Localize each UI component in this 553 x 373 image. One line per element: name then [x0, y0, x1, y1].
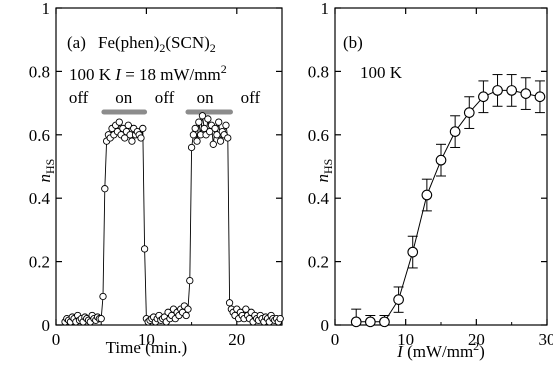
b-data-point [407, 246, 419, 258]
a-y-tick-label: 0.4 [29, 189, 51, 208]
b-x-tick-label: 10 [397, 330, 414, 349]
b-y-tick-label: 0 [321, 316, 330, 335]
a-y-axis-title: nHS [35, 159, 57, 183]
a-data-point [193, 137, 201, 145]
a-y-tick-label: 0.8 [29, 62, 50, 81]
a-panel-label: (a) [67, 33, 86, 52]
a-data-point [128, 137, 136, 145]
a-state-on-label: on [197, 88, 215, 107]
b-data-point [520, 88, 532, 99]
a-x-tick-label: 0 [52, 330, 61, 349]
panel-b: 0 10 20 30 0 0.2 0.4 0.6 0.8 1 nHS I (mW/mm2) (b) 100… [308, 0, 553, 361]
a-data-point [186, 276, 194, 285]
b-data-point [478, 91, 489, 103]
a-data-point [137, 134, 145, 142]
a-data-point [216, 137, 225, 145]
a-data-point [182, 311, 190, 320]
a-series-line [64, 115, 281, 324]
a-y-tick-label: 0.2 [29, 253, 50, 272]
b-data-point [506, 85, 518, 96]
a-conditions-label: 100 K I = 18 mW/mm2 [69, 62, 227, 84]
b-x-axis-title: I (mW/mm2) [396, 339, 485, 361]
b-series-line [356, 89, 541, 323]
a-data-point [101, 185, 109, 193]
panel-a: 0 10 20 0 0.2 0.4 0.6 0.8 1 nHS Time (min.) (a) Fe(p… [29, 0, 284, 357]
a-x-tick-label: 10 [138, 330, 155, 349]
a-x-tick-label: 20 [228, 330, 245, 349]
a-data-point [209, 140, 217, 148]
a-x-axis-title: Time (min.) [106, 338, 188, 357]
a-y-tick-label: 0.6 [29, 126, 50, 145]
a-data-point [198, 112, 207, 120]
b-data-point [350, 316, 362, 328]
b-data-point [449, 126, 461, 137]
b-y-tick-label: 1 [321, 0, 330, 18]
a-data-point [225, 299, 234, 307]
a-data-point [184, 305, 192, 313]
a-data-point [99, 292, 107, 301]
b-y-tick-label: 0.8 [308, 62, 329, 81]
a-plot-frame [55, 7, 283, 326]
a-data-point [215, 118, 223, 126]
b-data-point [364, 316, 376, 328]
a-data-point [115, 118, 123, 126]
b-data-point [393, 294, 404, 305]
b-x-tick-label: 20 [468, 330, 485, 349]
a-data-point [124, 121, 132, 129]
a-state-off-label: off [241, 88, 261, 107]
b-panel-label: (b) [343, 33, 363, 52]
a-compound-label: Fe(phen)2(SCN)2 [98, 33, 216, 55]
b-y-tick-label: 0.2 [308, 253, 329, 272]
a-data-point [187, 143, 196, 152]
a-data-point [204, 115, 212, 123]
b-data-point [421, 189, 433, 201]
a-data-point [222, 121, 230, 129]
a-state-on-label: on [115, 88, 133, 107]
a-y-tick-label: 0 [42, 316, 51, 335]
b-data-point [379, 316, 390, 328]
a-data-point [195, 118, 203, 126]
a-data-point [140, 245, 149, 253]
a-data-point [211, 124, 219, 133]
a-data-point [189, 131, 198, 139]
b-temperature-label: 100 K [360, 63, 403, 82]
b-y-tick-label: 0.4 [308, 189, 330, 208]
a-data-point [276, 315, 284, 323]
a-data-point [97, 315, 105, 323]
b-data-point [435, 154, 447, 166]
a-data-point [213, 131, 221, 139]
a-data-point [224, 134, 232, 142]
b-x-tick-label: 0 [331, 330, 340, 349]
b-data-point [534, 91, 546, 103]
a-y-tick-label: 1 [42, 0, 51, 18]
a-data-point [191, 124, 199, 133]
b-y-axis-title: nHS [313, 159, 335, 183]
a-state-off-label: off [155, 88, 175, 107]
a-data-point [139, 124, 147, 133]
b-y-tick-label: 0.6 [308, 126, 329, 145]
b-x-tick-label: 30 [539, 330, 553, 349]
b-data-point [492, 85, 503, 96]
b-data-point [463, 107, 475, 118]
a-state-off-label: off [69, 88, 89, 107]
